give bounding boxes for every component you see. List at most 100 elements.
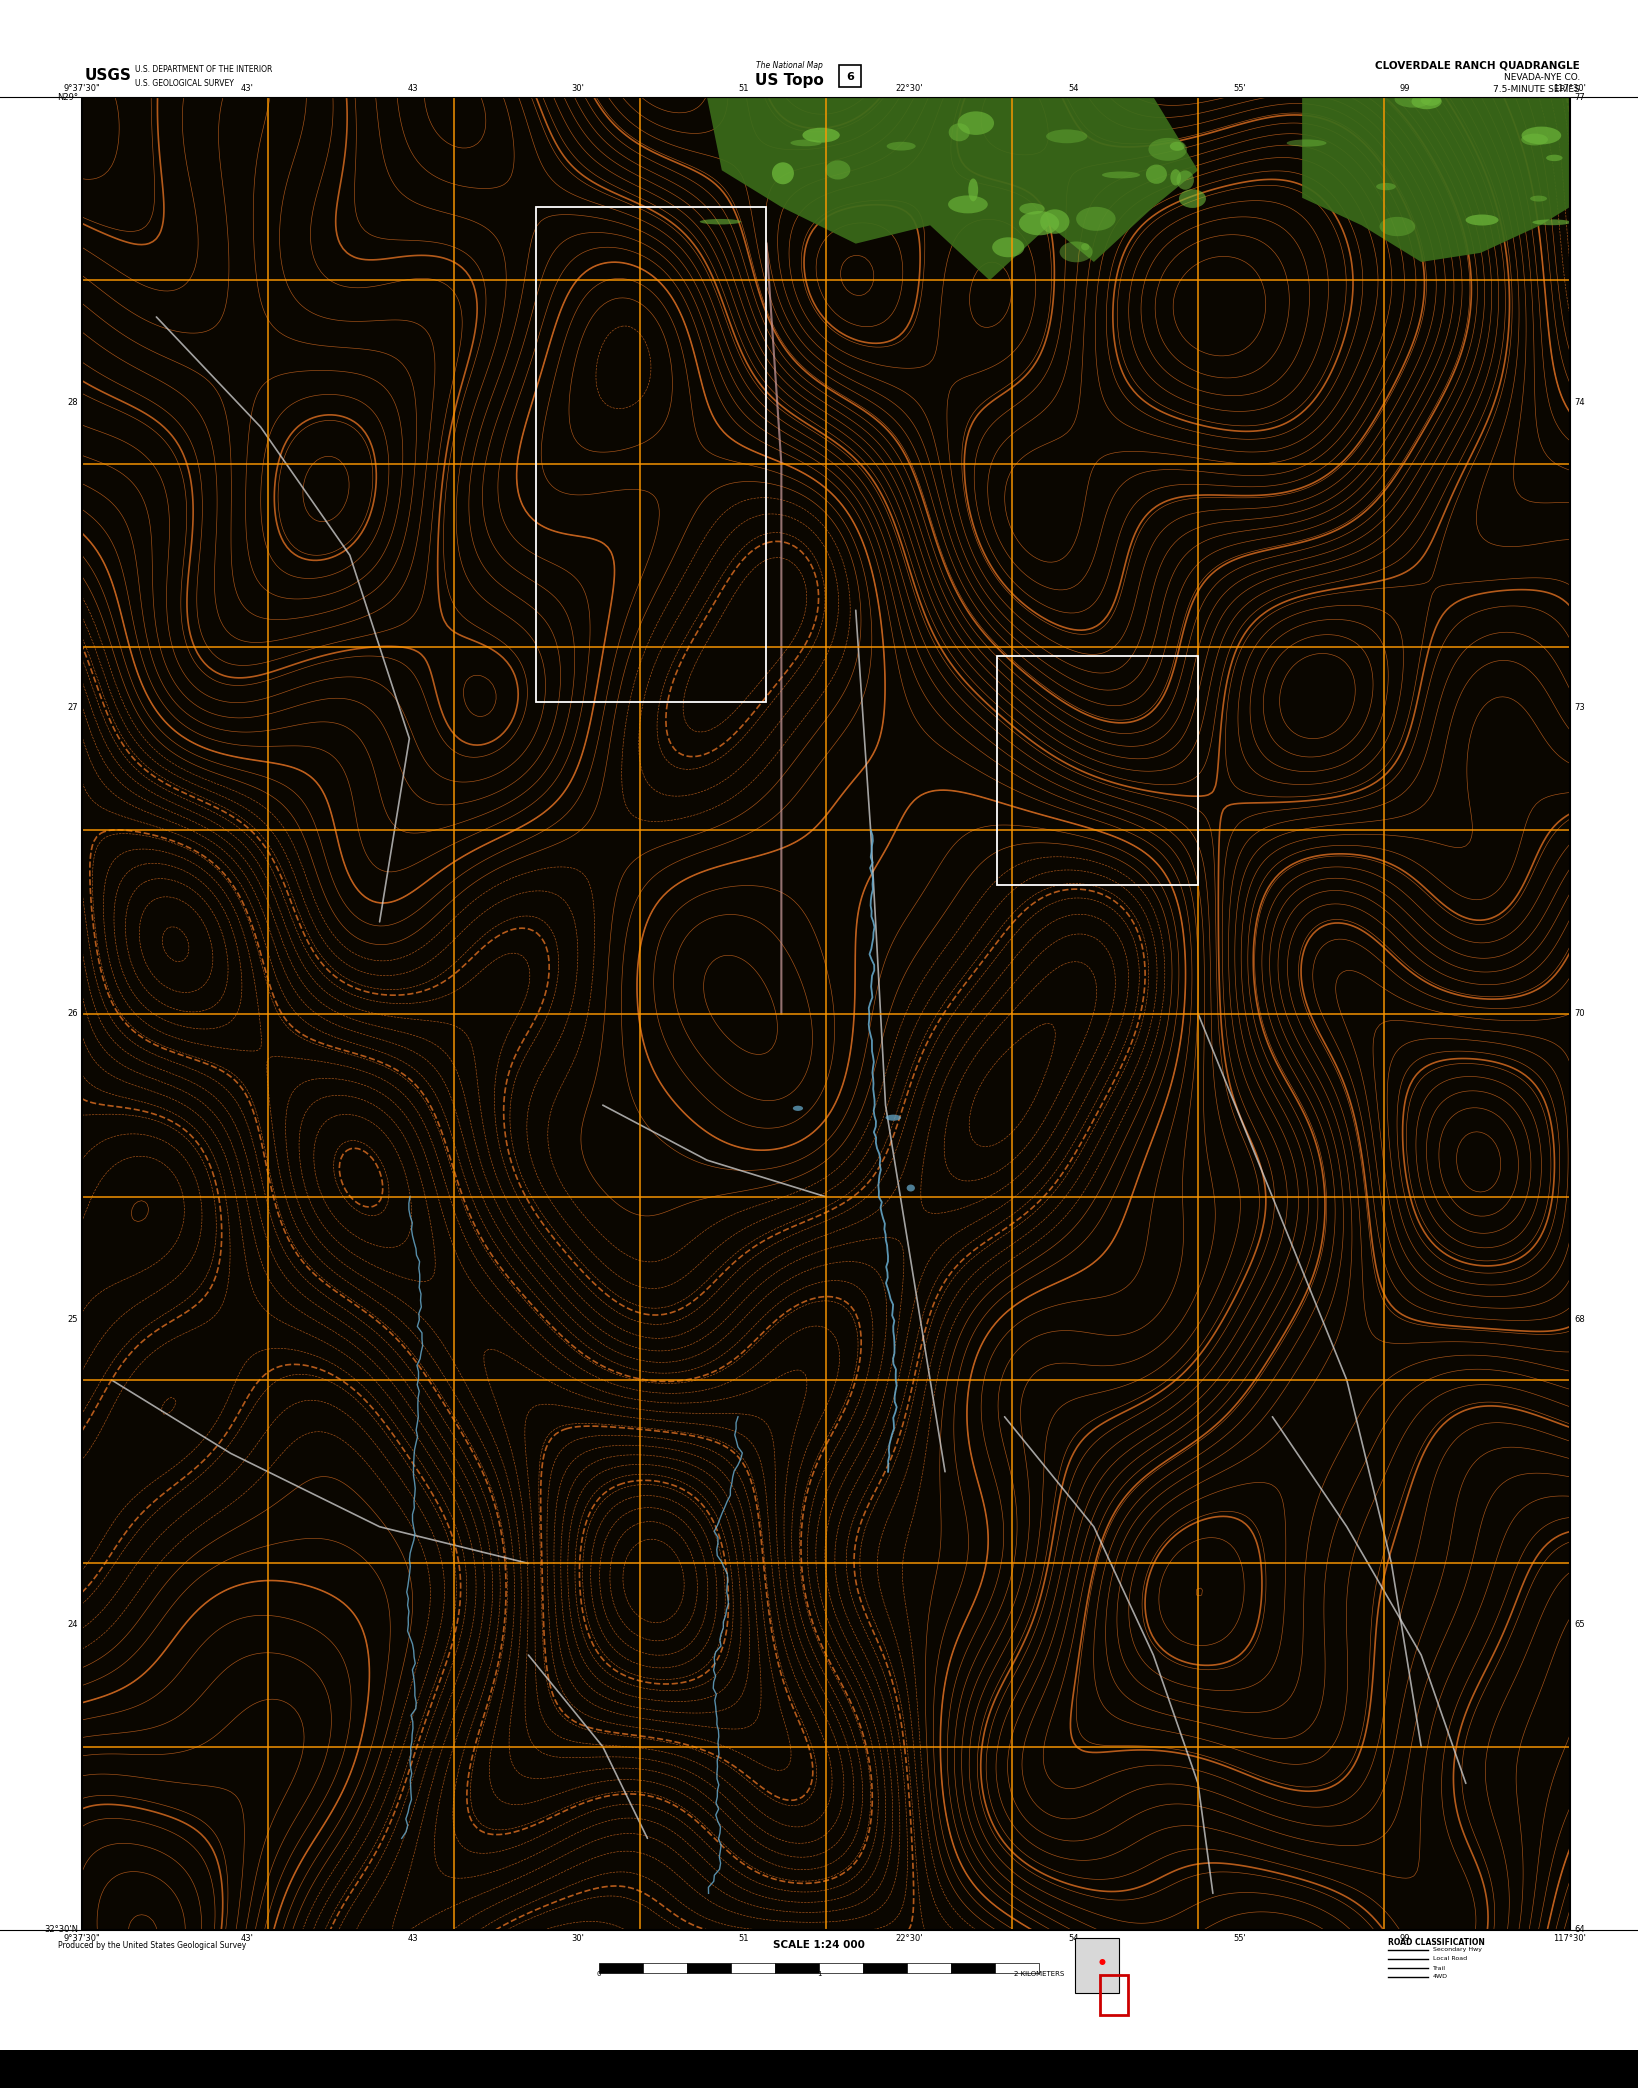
Ellipse shape bbox=[1171, 169, 1181, 186]
Ellipse shape bbox=[1412, 94, 1441, 109]
Text: 22°30': 22°30' bbox=[894, 1933, 922, 1944]
Ellipse shape bbox=[1376, 184, 1396, 190]
Text: 54: 54 bbox=[1068, 1933, 1079, 1944]
Bar bbox=[731, 1963, 775, 1973]
Text: 43: 43 bbox=[408, 1933, 418, 1944]
Text: US Topo: US Topo bbox=[755, 73, 824, 88]
Ellipse shape bbox=[886, 142, 916, 150]
Ellipse shape bbox=[1179, 190, 1206, 209]
Bar bbox=[775, 1963, 819, 1973]
Ellipse shape bbox=[1102, 171, 1140, 177]
Ellipse shape bbox=[1530, 196, 1546, 203]
Ellipse shape bbox=[1522, 127, 1561, 144]
Bar bbox=[1076, 1938, 1119, 1994]
Ellipse shape bbox=[1170, 142, 1184, 150]
Ellipse shape bbox=[948, 196, 988, 213]
Polygon shape bbox=[1302, 96, 1569, 261]
Ellipse shape bbox=[1019, 203, 1045, 215]
Ellipse shape bbox=[1546, 155, 1563, 161]
Ellipse shape bbox=[803, 127, 840, 142]
Text: 30': 30' bbox=[572, 1933, 585, 1944]
Ellipse shape bbox=[907, 1184, 916, 1192]
Bar bbox=[994, 1963, 1038, 1973]
Bar bbox=[907, 1963, 952, 1973]
Text: CLOVERDALE RANCH QUADRANGLE: CLOVERDALE RANCH QUADRANGLE bbox=[1376, 61, 1581, 71]
Text: USGS: USGS bbox=[85, 67, 133, 84]
Text: 43: 43 bbox=[408, 84, 418, 94]
Text: 32°30'N: 32°30'N bbox=[44, 1925, 79, 1933]
Text: 9°37'30": 9°37'30" bbox=[64, 1933, 100, 1944]
Text: 51: 51 bbox=[739, 84, 749, 94]
Text: 2 KILOMETERS: 2 KILOMETERS bbox=[1014, 1971, 1065, 1977]
Ellipse shape bbox=[1019, 211, 1060, 236]
Text: 74: 74 bbox=[1574, 399, 1584, 407]
Ellipse shape bbox=[1420, 94, 1441, 106]
Bar bbox=[1101, 1975, 1129, 2015]
Ellipse shape bbox=[993, 238, 1024, 257]
Bar bbox=[600, 1963, 644, 1973]
Ellipse shape bbox=[771, 163, 794, 184]
Text: Secondary Hwy: Secondary Hwy bbox=[1433, 1948, 1482, 1952]
Text: 51: 51 bbox=[739, 1933, 749, 1944]
Text: 64: 64 bbox=[1574, 1925, 1584, 1933]
Bar bbox=[863, 1963, 907, 1973]
Text: 70: 70 bbox=[1574, 1009, 1584, 1019]
Text: 9°37'30": 9°37'30" bbox=[64, 84, 100, 94]
Text: 55': 55' bbox=[1233, 1933, 1247, 1944]
Text: 27: 27 bbox=[67, 704, 79, 712]
Ellipse shape bbox=[1394, 90, 1432, 109]
Ellipse shape bbox=[886, 1115, 901, 1121]
Bar bbox=[839, 65, 862, 88]
Ellipse shape bbox=[1176, 171, 1194, 190]
Text: 117°30': 117°30' bbox=[1553, 84, 1587, 94]
Text: 6: 6 bbox=[847, 71, 853, 81]
Text: U.S. DEPARTMENT OF THE INTERIOR: U.S. DEPARTMENT OF THE INTERIOR bbox=[134, 65, 272, 73]
Bar bbox=[82, 96, 1569, 1929]
Text: The National Map: The National Map bbox=[755, 61, 822, 71]
Text: N29°: N29° bbox=[57, 92, 79, 102]
Text: 25: 25 bbox=[67, 1315, 79, 1324]
Text: 24: 24 bbox=[67, 1620, 79, 1629]
Bar bbox=[82, 96, 1569, 1929]
Ellipse shape bbox=[826, 161, 850, 180]
Bar bbox=[0, 2050, 1638, 2088]
Bar bbox=[0, 0, 1638, 56]
Text: 54: 54 bbox=[1068, 84, 1079, 94]
Text: Trail: Trail bbox=[1433, 1965, 1446, 1971]
Text: 117°30': 117°30' bbox=[1553, 1933, 1587, 1944]
Ellipse shape bbox=[1379, 217, 1415, 236]
Text: 77: 77 bbox=[1574, 92, 1584, 102]
Bar bbox=[644, 1963, 686, 1973]
Circle shape bbox=[1099, 1959, 1106, 1965]
Text: 55': 55' bbox=[1233, 84, 1247, 94]
Ellipse shape bbox=[1076, 207, 1115, 232]
Text: 99: 99 bbox=[1399, 1933, 1410, 1944]
Text: 99: 99 bbox=[1399, 84, 1410, 94]
Text: U.S. GEOLOGICAL SURVEY: U.S. GEOLOGICAL SURVEY bbox=[134, 79, 234, 88]
Text: 43': 43' bbox=[241, 84, 254, 94]
Ellipse shape bbox=[968, 177, 978, 200]
Text: ROAD CLASSIFICATION: ROAD CLASSIFICATION bbox=[1387, 1938, 1486, 1946]
Polygon shape bbox=[708, 96, 1197, 280]
Ellipse shape bbox=[948, 123, 970, 142]
Ellipse shape bbox=[1081, 242, 1089, 251]
Bar bbox=[819, 1963, 863, 1973]
Ellipse shape bbox=[1040, 209, 1070, 234]
Text: 65: 65 bbox=[1574, 1620, 1584, 1629]
Bar bbox=[998, 656, 1197, 885]
Ellipse shape bbox=[1060, 242, 1093, 263]
Text: 26: 26 bbox=[67, 1009, 79, 1019]
Ellipse shape bbox=[1147, 165, 1166, 184]
Text: 68: 68 bbox=[1574, 1315, 1584, 1324]
Text: Local Road: Local Road bbox=[1433, 1956, 1468, 1961]
Text: 30': 30' bbox=[572, 84, 585, 94]
Bar bbox=[536, 207, 767, 702]
Ellipse shape bbox=[793, 1107, 803, 1111]
Ellipse shape bbox=[1287, 140, 1327, 146]
Bar bbox=[686, 1963, 731, 1973]
Text: 43': 43' bbox=[241, 1933, 254, 1944]
Ellipse shape bbox=[1522, 134, 1548, 146]
Text: 4WD: 4WD bbox=[1433, 1975, 1448, 1979]
Text: 28: 28 bbox=[67, 399, 79, 407]
Text: SCALE 1:24 000: SCALE 1:24 000 bbox=[773, 1940, 865, 1950]
